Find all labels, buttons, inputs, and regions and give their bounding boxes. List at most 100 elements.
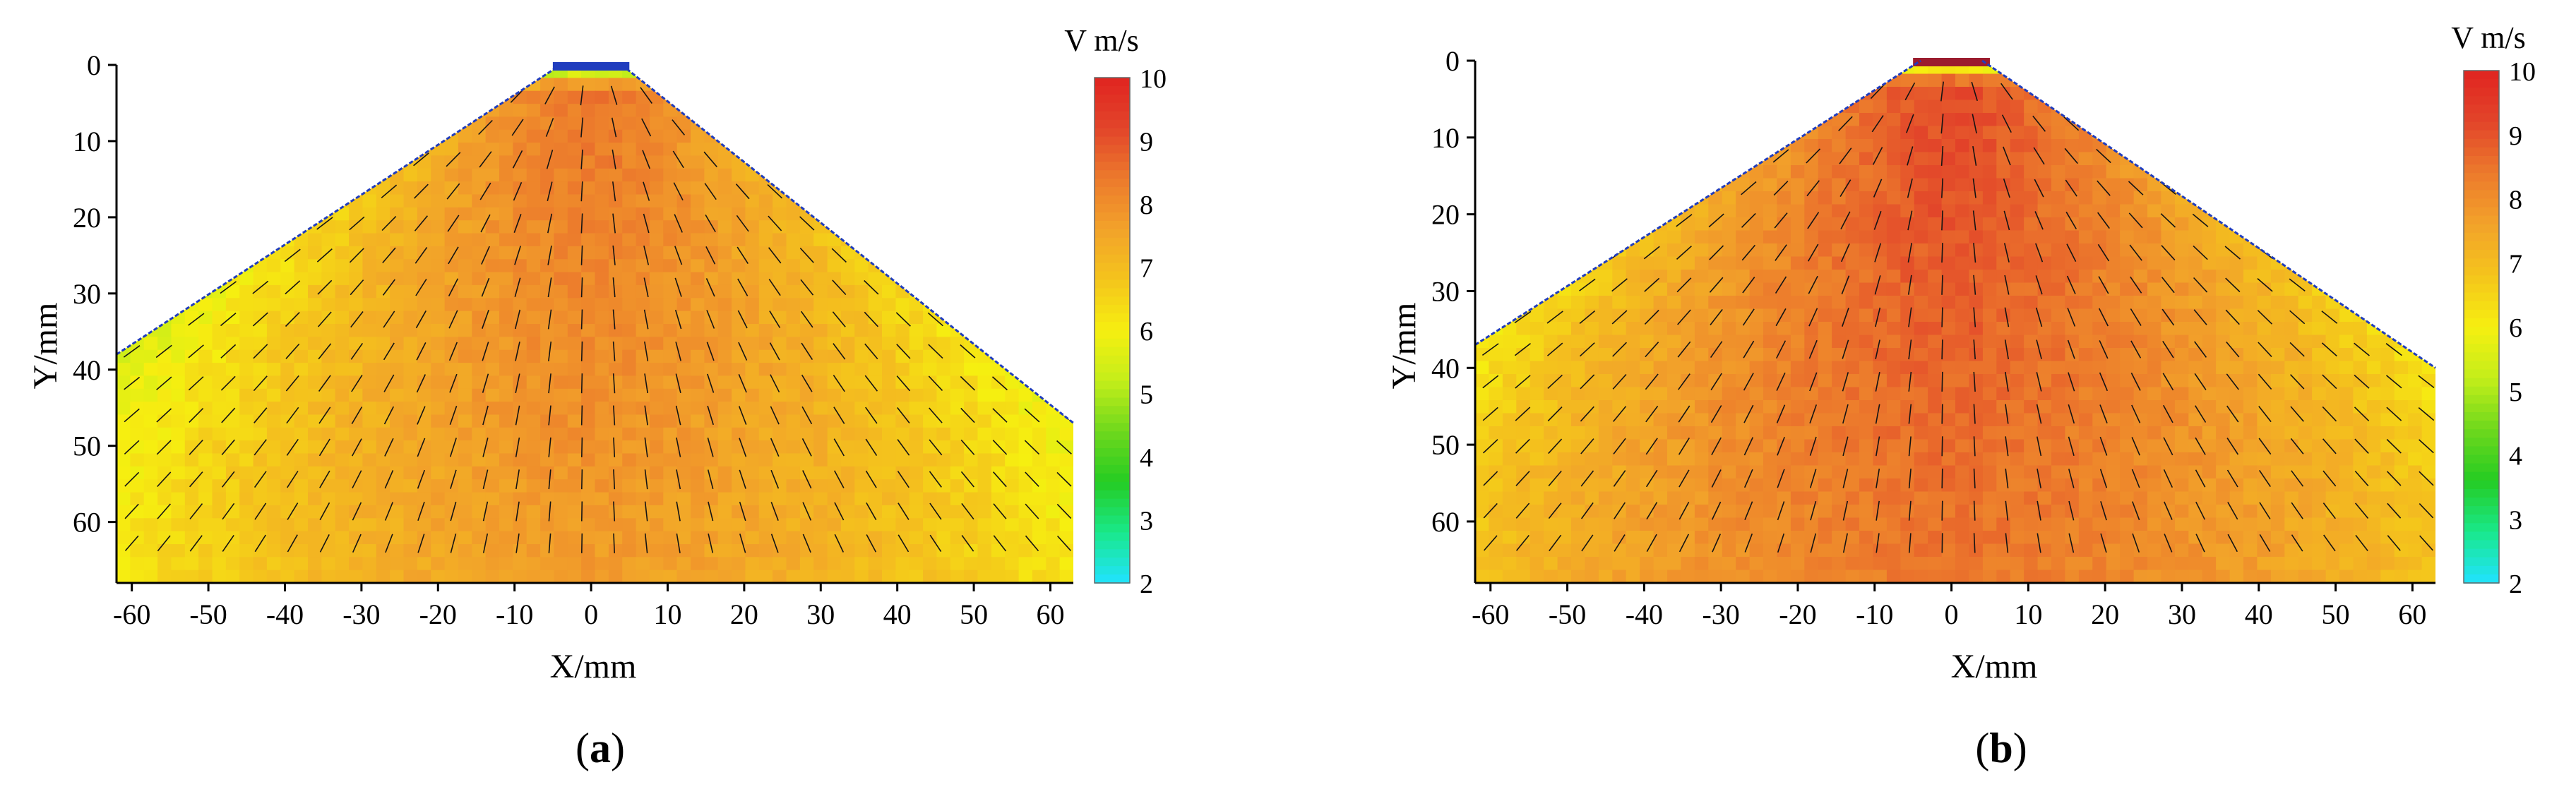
x-tick-label: 0	[584, 598, 598, 630]
velocity-vector	[1609, 120, 1630, 128]
velocity-vector	[547, 309, 552, 330]
velocity-vector	[2131, 469, 2140, 488]
velocity-vector	[1054, 187, 1073, 195]
velocity-vector	[1546, 215, 1564, 226]
velocity-vector	[547, 213, 553, 234]
velocity-vector	[770, 469, 780, 489]
x-tick-label: -30	[1702, 598, 1739, 630]
velocity-vector	[1707, 119, 1726, 128]
velocity-vector	[733, 90, 752, 101]
velocity-vector	[1481, 343, 1499, 356]
velocity-vector	[2195, 534, 2205, 553]
velocity-vector	[2160, 213, 2176, 228]
velocity-vector	[798, 153, 816, 166]
velocity-vector	[2004, 307, 2010, 327]
velocity-vector	[581, 437, 583, 457]
velocity-vector	[2164, 501, 2173, 520]
velocity-vector	[1711, 501, 1722, 520]
velocity-vector	[514, 277, 521, 297]
velocity-vector	[283, 186, 302, 197]
velocity-vector	[1839, 147, 1852, 164]
velocity-vector	[1054, 156, 1073, 163]
x-tick-label: 10	[653, 598, 681, 630]
velocity-vector	[1744, 534, 1753, 553]
velocity-vector	[2034, 211, 2044, 230]
velocity-vector	[1908, 371, 1912, 392]
velocity-vector	[2068, 404, 2075, 424]
velocity-vector	[1546, 311, 1563, 324]
velocity-vector	[643, 181, 650, 201]
velocity-vector	[2385, 343, 2402, 356]
velocity-vector	[581, 501, 583, 522]
velocity-vector	[187, 250, 205, 261]
velocity-vector	[350, 279, 364, 296]
colorbar-tick-label: 3	[1140, 507, 1153, 536]
velocity-vector	[283, 155, 302, 164]
velocity-vector	[1709, 245, 1724, 260]
velocity-vector	[2351, 120, 2372, 127]
velocity-vector	[2387, 502, 2402, 519]
velocity-vector	[1874, 275, 1881, 295]
velocity-vector	[833, 438, 845, 457]
velocity-vector	[188, 376, 204, 391]
velocity-vector	[897, 471, 910, 488]
velocity-vector	[1644, 309, 1659, 325]
velocity-vector	[1908, 500, 1912, 521]
y-axis-label: Y/mm	[1385, 303, 1423, 390]
velocity-vector	[674, 309, 682, 330]
velocity-vector	[1611, 215, 1628, 227]
velocity-vector	[2258, 469, 2271, 488]
velocity-vector	[124, 503, 139, 519]
velocity-vector	[993, 535, 1007, 552]
velocity-vector	[1515, 502, 1530, 519]
velocity-vector	[186, 218, 205, 229]
velocity-vector	[832, 311, 846, 327]
velocity-vector	[188, 344, 204, 359]
velocity-vector	[251, 155, 270, 164]
velocity-vector	[1055, 250, 1073, 260]
edge-right	[1981, 59, 2436, 369]
velocity-vector	[1515, 438, 1530, 454]
x-tick-label: -50	[1549, 598, 1586, 630]
velocity-vector	[2257, 277, 2273, 292]
velocity-vector	[2257, 310, 2273, 325]
x-tick-label: 60	[1036, 598, 1064, 630]
velocity-vector	[2034, 179, 2044, 198]
y-tick-label: 0	[87, 49, 101, 81]
velocity-vector	[799, 247, 814, 263]
colorbar-title: V m/s	[1064, 23, 1139, 58]
velocity-vector	[1876, 533, 1880, 553]
velocity-vector	[2256, 215, 2274, 227]
velocity-vector	[2387, 471, 2402, 486]
velocity-vector	[705, 278, 715, 297]
y-tick-label: 40	[73, 354, 101, 386]
velocity-vector	[417, 502, 425, 522]
velocity-vector	[2163, 437, 2174, 456]
velocity-vector	[1514, 342, 1531, 356]
velocity-vector	[450, 501, 457, 522]
velocity-vector	[958, 155, 977, 164]
velocity-vector	[736, 215, 749, 232]
velocity-vector	[1710, 341, 1723, 359]
velocity-vector	[2032, 115, 2046, 132]
velocity-vector	[1774, 212, 1788, 229]
velocity-vector	[1645, 438, 1658, 455]
velocity-vector	[2005, 533, 2009, 553]
velocity-vector	[1908, 469, 1912, 488]
velocity-vector	[1840, 243, 1850, 263]
panel-label: (b)	[1975, 725, 2027, 771]
velocity-vector	[1973, 404, 1976, 424]
velocity-vector	[122, 250, 141, 261]
velocity-vector	[1741, 212, 1756, 228]
velocity-vector	[1578, 120, 1597, 128]
velocity-vector	[544, 86, 555, 104]
velocity-vector	[124, 376, 141, 390]
velocity-vector	[1941, 307, 1943, 327]
velocity-vector	[2195, 469, 2206, 488]
velocity-vector	[2067, 308, 2076, 327]
velocity-vector	[2258, 342, 2272, 357]
velocity-vector	[993, 503, 1007, 519]
velocity-vector	[385, 534, 393, 553]
velocity-vector	[2194, 373, 2207, 390]
velocity-vector	[580, 277, 583, 298]
